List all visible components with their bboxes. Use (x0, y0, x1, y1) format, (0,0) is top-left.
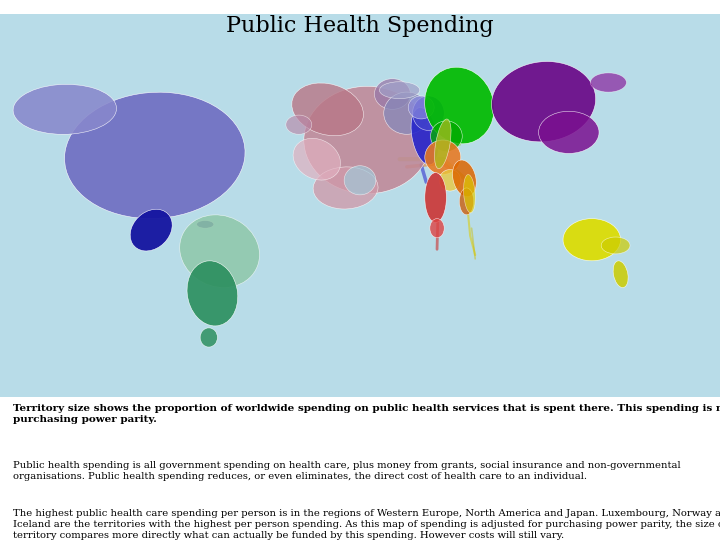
Ellipse shape (408, 96, 434, 119)
Ellipse shape (430, 219, 444, 238)
Ellipse shape (65, 92, 245, 219)
Ellipse shape (601, 237, 630, 254)
Ellipse shape (197, 220, 214, 228)
Ellipse shape (563, 219, 621, 261)
Ellipse shape (313, 167, 378, 209)
Ellipse shape (425, 67, 494, 144)
Ellipse shape (384, 92, 430, 134)
Ellipse shape (539, 111, 599, 153)
Ellipse shape (459, 188, 474, 215)
Ellipse shape (374, 79, 410, 109)
Ellipse shape (180, 215, 259, 287)
Ellipse shape (425, 140, 461, 174)
Ellipse shape (431, 121, 462, 152)
Ellipse shape (425, 173, 446, 222)
Text: The highest public health care spending per person is in the regions of Western : The highest public health care spending … (13, 509, 720, 539)
Ellipse shape (344, 166, 376, 195)
Text: Public health spending is all government spending on health care, plus money fro: Public health spending is all government… (13, 461, 680, 481)
Ellipse shape (292, 83, 364, 136)
Ellipse shape (590, 73, 626, 92)
Text: Territory size shows the proportion of worldwide spending on public health servi: Territory size shows the proportion of w… (13, 404, 720, 424)
Ellipse shape (453, 160, 476, 197)
Ellipse shape (411, 107, 438, 165)
Ellipse shape (304, 86, 431, 194)
Ellipse shape (13, 84, 117, 134)
Ellipse shape (492, 62, 595, 142)
Text: Public Health Spending: Public Health Spending (226, 15, 494, 37)
Ellipse shape (293, 138, 341, 180)
Ellipse shape (439, 170, 461, 191)
Ellipse shape (379, 82, 420, 99)
Ellipse shape (435, 119, 451, 168)
Ellipse shape (613, 261, 628, 288)
Ellipse shape (200, 328, 217, 347)
Ellipse shape (187, 261, 238, 326)
Ellipse shape (130, 210, 172, 251)
Ellipse shape (413, 96, 444, 131)
Ellipse shape (286, 115, 312, 134)
Ellipse shape (464, 174, 475, 213)
